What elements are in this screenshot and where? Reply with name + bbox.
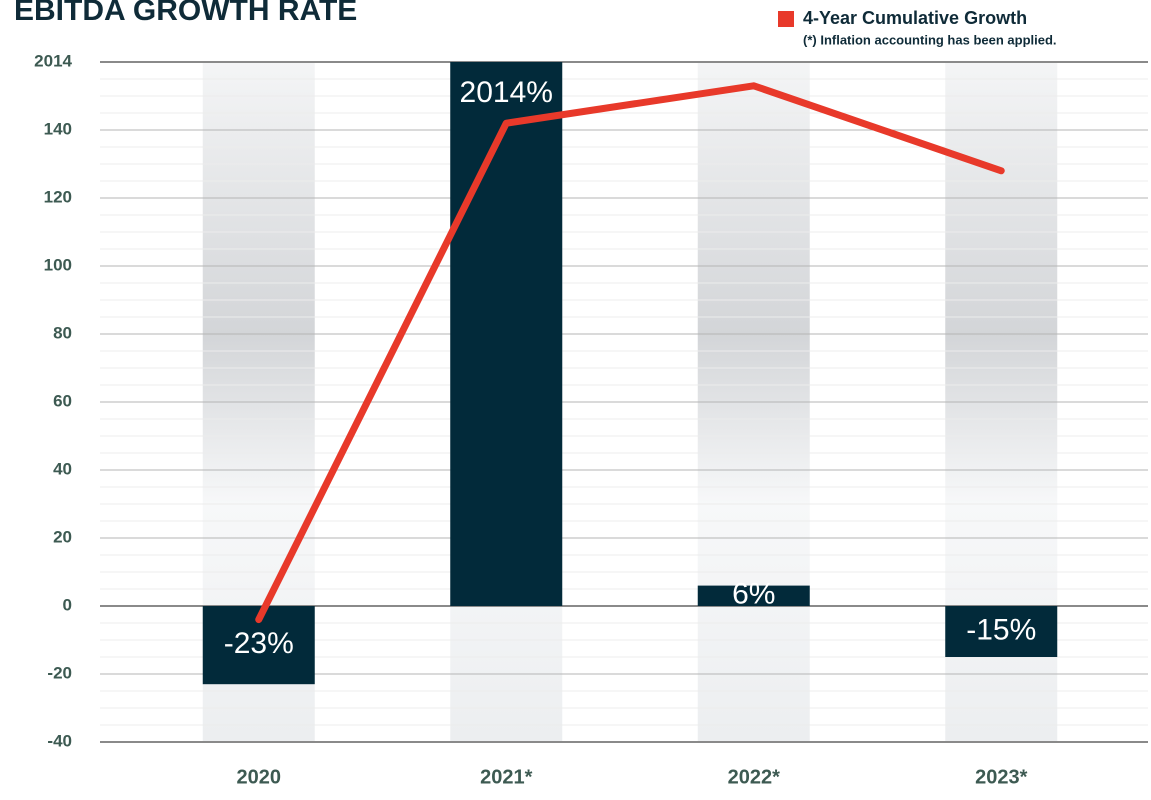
y-tick-label: 20 — [53, 527, 72, 546]
y-tick-label: 120 — [44, 187, 72, 206]
y-tick-label: 60 — [53, 391, 72, 410]
top-layer: -40 -20 0 20 40 60 80 100 120 140 2014 2020 -23% 2021… — [34, 51, 1036, 788]
y-tick-label: 140 — [44, 119, 72, 138]
bar — [697, 585, 810, 606]
legend-label: 4-Year Cumulative Growth — [803, 8, 1027, 28]
x-tick-label: 2021* — [480, 766, 532, 788]
x-tick-label: 2020 — [237, 766, 282, 788]
y-tick-label: -20 — [47, 663, 72, 682]
bar — [450, 62, 563, 606]
x-tick-label: 2022* — [728, 766, 780, 788]
value-label: 2014% — [460, 76, 553, 109]
y-tick-label: 2014 — [34, 51, 72, 70]
y-tick-label: -40 — [47, 731, 72, 750]
value-label: 6% — [732, 578, 775, 611]
bar — [945, 606, 1058, 657]
y-tick-label: 80 — [53, 323, 72, 342]
y-tick-label: 0 — [63, 595, 72, 614]
y-tick-label: 100 — [44, 255, 72, 274]
value-label: -15% — [966, 613, 1036, 646]
value-label: -23% — [224, 627, 294, 660]
x-tick-label: 2023* — [975, 766, 1027, 788]
line-series — [255, 82, 1005, 624]
note: (*) Inflation accounting has been applie… — [803, 32, 1057, 47]
y-tick-label: 40 — [53, 459, 72, 478]
bar-layer — [202, 62, 1058, 685]
chart-title: EBITDA GROWTH RATE — [14, 0, 357, 27]
legend-swatch — [778, 11, 794, 27]
